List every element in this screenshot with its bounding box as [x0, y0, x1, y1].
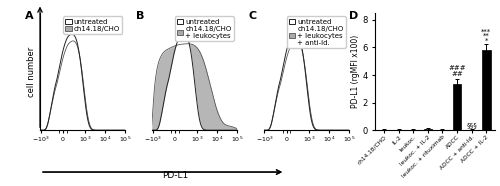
- Text: D: D: [349, 11, 358, 21]
- Text: *: *: [484, 37, 488, 43]
- Bar: [438, 129, 447, 130]
- Text: A: A: [24, 11, 33, 21]
- Legend: untreated, ch14.18/CHO
+ leukocytes
+ anti-Id.: untreated, ch14.18/CHO + leukocytes + an…: [287, 17, 346, 48]
- Text: ***: ***: [481, 29, 492, 35]
- Y-axis label: cell number: cell number: [27, 46, 36, 97]
- Bar: [394, 129, 403, 130]
- Bar: [424, 129, 432, 130]
- Text: ##: ##: [451, 71, 463, 77]
- Text: **: **: [483, 33, 490, 39]
- Text: ###: ###: [448, 65, 466, 71]
- Bar: [380, 129, 388, 130]
- Text: C: C: [248, 11, 256, 21]
- Legend: untreated, ch14.18/CHO: untreated, ch14.18/CHO: [63, 17, 122, 34]
- Bar: [409, 129, 418, 130]
- Text: PD-L1: PD-L1: [162, 171, 188, 180]
- Text: §§§: §§§: [466, 122, 477, 128]
- Y-axis label: PD-L1 (rgMFI x100): PD-L1 (rgMFI x100): [350, 35, 360, 108]
- Bar: [482, 50, 490, 130]
- Bar: [468, 129, 476, 130]
- Legend: untreated, ch14.18/CHO
+ leukocytes: untreated, ch14.18/CHO + leukocytes: [175, 17, 234, 41]
- Text: B: B: [136, 11, 145, 21]
- Bar: [452, 84, 462, 130]
